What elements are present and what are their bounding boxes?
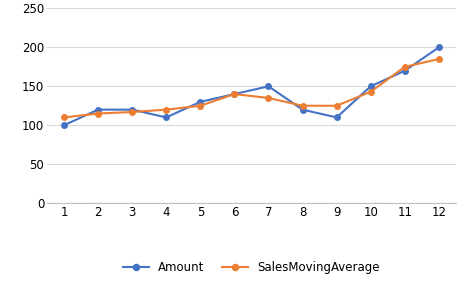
- Line: Amount: Amount: [61, 45, 442, 128]
- Amount: [368, 85, 374, 88]
- Amount: [129, 108, 135, 111]
- SalesMovingAverage: [368, 90, 374, 93]
- Amount: [232, 92, 237, 96]
- SalesMovingAverage: [95, 112, 101, 115]
- SalesMovingAverage: [129, 110, 135, 114]
- Amount: [95, 108, 101, 111]
- SalesMovingAverage: [266, 96, 271, 100]
- Legend: Amount, SalesMovingAverage: Amount, SalesMovingAverage: [118, 256, 385, 279]
- SalesMovingAverage: [197, 104, 203, 107]
- SalesMovingAverage: [164, 108, 169, 111]
- Amount: [266, 85, 271, 88]
- Amount: [402, 69, 407, 72]
- SalesMovingAverage: [402, 65, 407, 69]
- Amount: [436, 46, 442, 49]
- SalesMovingAverage: [334, 104, 339, 107]
- Amount: [61, 124, 67, 127]
- Amount: [300, 108, 306, 111]
- Line: SalesMovingAverage: SalesMovingAverage: [61, 56, 442, 120]
- SalesMovingAverage: [300, 104, 306, 107]
- SalesMovingAverage: [61, 116, 67, 119]
- Amount: [164, 116, 169, 119]
- SalesMovingAverage: [232, 92, 237, 96]
- Amount: [334, 116, 339, 119]
- SalesMovingAverage: [436, 57, 442, 61]
- Amount: [197, 100, 203, 103]
